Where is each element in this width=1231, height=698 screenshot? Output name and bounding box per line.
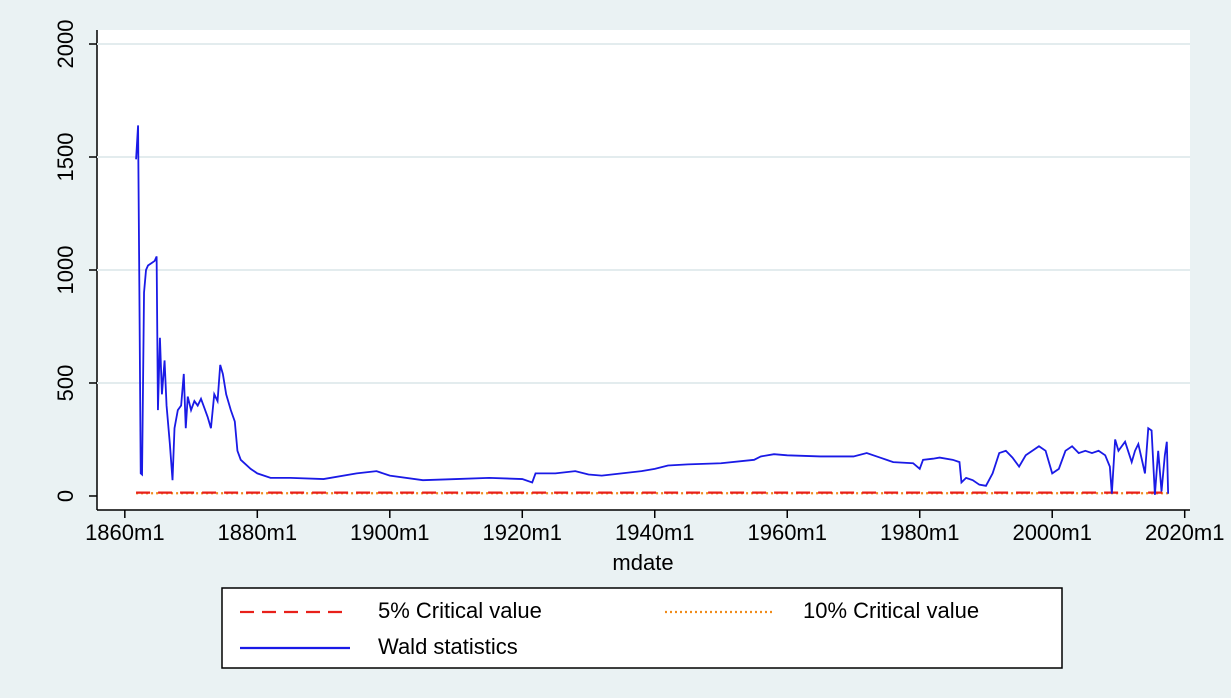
x-tick-label: 1880m1	[218, 520, 298, 545]
line-series	[135, 125, 1170, 495]
x-tick-label: 1920m1	[483, 520, 563, 545]
x-axis-label: mdate	[612, 550, 673, 575]
y-tick-label: 0	[53, 490, 78, 502]
y-tick-label: 500	[53, 365, 78, 402]
y-tick-label: 1500	[53, 133, 78, 182]
legend	[221, 587, 1063, 669]
x-tick-label: 1960m1	[747, 520, 827, 545]
x-tick-label: 1980m1	[880, 520, 960, 545]
legend-label: 10% Critical value	[803, 598, 979, 623]
legend-label: 5% Critical value	[378, 598, 542, 623]
y-tick-label: 2000	[53, 20, 78, 69]
legend-label: Wald statistics	[378, 634, 518, 659]
x-tick-label: 1860m1	[85, 520, 165, 545]
x-tick-label: 2020m1	[1145, 520, 1225, 545]
y-tick-label: 1000	[53, 246, 78, 295]
x-tick-label: 1940m1	[615, 520, 695, 545]
x-tick-label: 2000m1	[1012, 520, 1092, 545]
x-tick-label: 1900m1	[350, 520, 430, 545]
